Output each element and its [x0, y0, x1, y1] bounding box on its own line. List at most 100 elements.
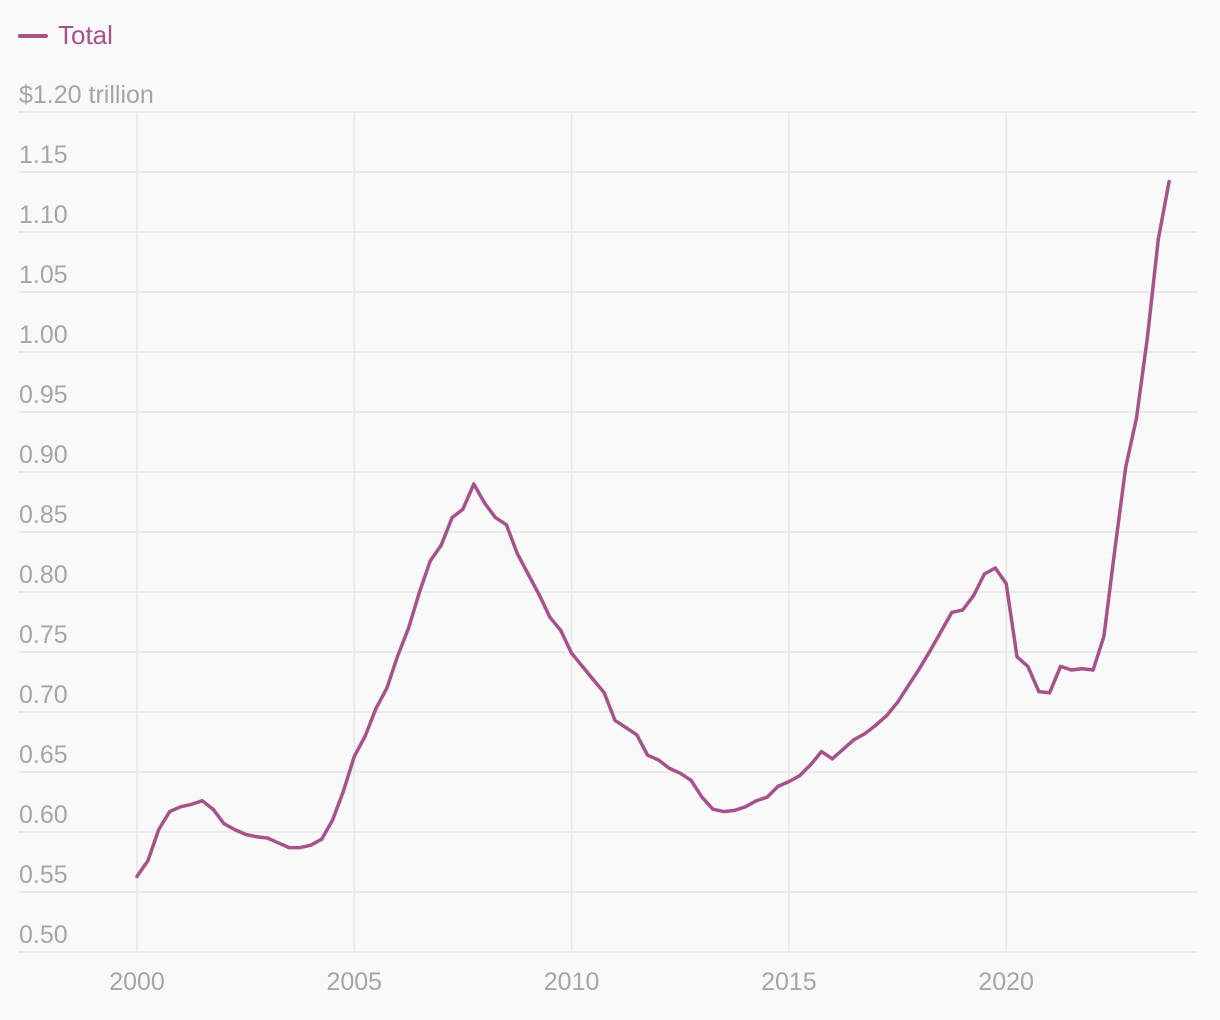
legend-label-total: Total — [58, 20, 113, 50]
data-point — [613, 718, 617, 723]
data-point — [1102, 634, 1106, 639]
y-tick-label: 0.55 — [19, 861, 68, 889]
data-point — [570, 651, 574, 655]
data-point — [515, 552, 519, 556]
data-point — [1037, 690, 1041, 694]
data-point — [1058, 664, 1063, 669]
x-tick-label: 2015 — [761, 968, 817, 996]
data-point — [200, 799, 204, 803]
data-point — [646, 753, 650, 757]
data-point — [906, 684, 911, 688]
data-point — [841, 747, 845, 751]
axes: $1.20 trillion 1.15 1.10 1.05 1.00 0.95 0.90 0.… — [19, 81, 1034, 996]
data-point — [178, 805, 183, 809]
data-point — [1156, 237, 1160, 241]
x-tick-label: 2010 — [544, 968, 600, 996]
data-point — [222, 822, 226, 826]
data-point — [917, 667, 921, 671]
data-point — [624, 726, 628, 730]
data-point — [526, 572, 530, 576]
data-point — [341, 789, 345, 793]
data-point — [928, 649, 932, 653]
data-point — [265, 836, 269, 840]
data-point — [961, 608, 965, 612]
data-point — [1167, 180, 1171, 184]
y-tick-label: 0.70 — [19, 681, 68, 709]
y-tick-label: 0.75 — [19, 621, 68, 649]
data-point — [776, 784, 780, 789]
data-point — [309, 843, 313, 847]
data-point — [580, 664, 585, 669]
data-point — [765, 795, 769, 799]
data-point — [504, 523, 508, 527]
data-point — [298, 846, 302, 850]
data-point — [211, 807, 215, 811]
data-point — [885, 714, 889, 718]
data-point — [1069, 668, 1073, 672]
y-tick-label: 0.80 — [19, 561, 68, 589]
y-tick-label: 0.85 — [19, 501, 68, 529]
data-point — [667, 766, 672, 771]
data-point — [635, 733, 639, 737]
x-tick-label: 2020 — [978, 968, 1034, 996]
data-point — [439, 543, 443, 547]
x-tick-label: 2005 — [326, 968, 382, 996]
data-point — [276, 841, 280, 845]
data-point — [1026, 664, 1030, 669]
data-point — [798, 774, 802, 778]
y-tick-label: 1.05 — [19, 261, 68, 289]
data-point — [852, 738, 856, 742]
data-point — [320, 837, 324, 841]
data-point — [352, 754, 356, 759]
data-point — [168, 810, 172, 814]
y-tick-label: $1.20 trillion — [19, 81, 154, 109]
data-point — [472, 482, 476, 486]
data-point — [374, 706, 378, 711]
data-point — [1113, 548, 1117, 552]
data-point — [493, 516, 498, 520]
y-tick-label: 0.90 — [19, 441, 68, 469]
data-point — [363, 734, 367, 738]
y-tick-label: 0.60 — [19, 801, 68, 829]
data-point — [1134, 416, 1139, 420]
data-point — [678, 771, 682, 775]
data-point — [461, 507, 465, 511]
data-point — [1124, 465, 1128, 469]
data-point — [146, 859, 150, 863]
data-point — [385, 686, 389, 690]
data-point — [254, 835, 259, 839]
y-tick-label: 1.10 — [19, 201, 68, 229]
data-point — [711, 807, 715, 811]
data-point — [1004, 582, 1008, 586]
data-point — [157, 828, 161, 832]
data-point — [733, 808, 737, 813]
legend: Total — [18, 20, 113, 51]
data-point — [830, 757, 834, 761]
data-point — [895, 700, 900, 705]
data-point — [982, 572, 987, 576]
y-tick-label: 0.65 — [19, 741, 68, 769]
data-point — [537, 592, 541, 597]
data-point — [1145, 336, 1149, 340]
data-point — [135, 874, 139, 879]
legend-swatch-total — [18, 33, 48, 38]
data-point — [559, 628, 563, 633]
data-point — [244, 832, 248, 837]
data-point — [950, 610, 954, 615]
data-point — [483, 501, 487, 505]
data-point — [1048, 691, 1052, 695]
data-point — [754, 799, 758, 803]
data-point — [1091, 668, 1095, 672]
data-point — [602, 691, 606, 695]
x-tick-label: 2000 — [109, 968, 165, 996]
data-point — [809, 763, 813, 767]
data-point — [417, 590, 422, 594]
data-point — [407, 626, 411, 630]
data-point — [1080, 667, 1084, 671]
data-point — [993, 566, 997, 570]
data-point — [331, 818, 335, 822]
y-tick-label: 1.15 — [19, 141, 68, 169]
y-tick-label: 1.00 — [19, 321, 68, 349]
